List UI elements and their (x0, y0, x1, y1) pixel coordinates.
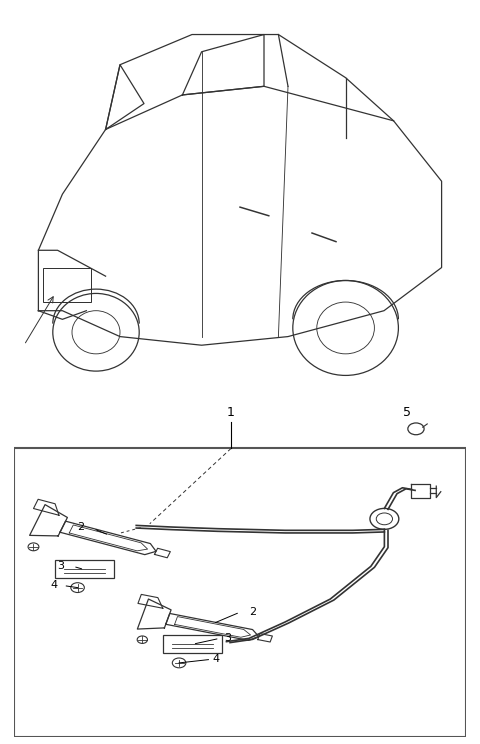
Text: 5: 5 (403, 406, 411, 419)
Bar (163, 635, 222, 653)
Bar (55, 559, 114, 578)
Text: 3: 3 (224, 632, 231, 643)
Text: 4: 4 (213, 654, 220, 664)
Bar (14, 449, 466, 737)
Text: 2: 2 (249, 606, 256, 617)
Text: 4: 4 (50, 580, 57, 590)
Text: 2: 2 (77, 522, 84, 532)
Text: 3: 3 (57, 561, 64, 571)
Bar (43, 268, 91, 302)
Text: 1: 1 (227, 406, 235, 419)
